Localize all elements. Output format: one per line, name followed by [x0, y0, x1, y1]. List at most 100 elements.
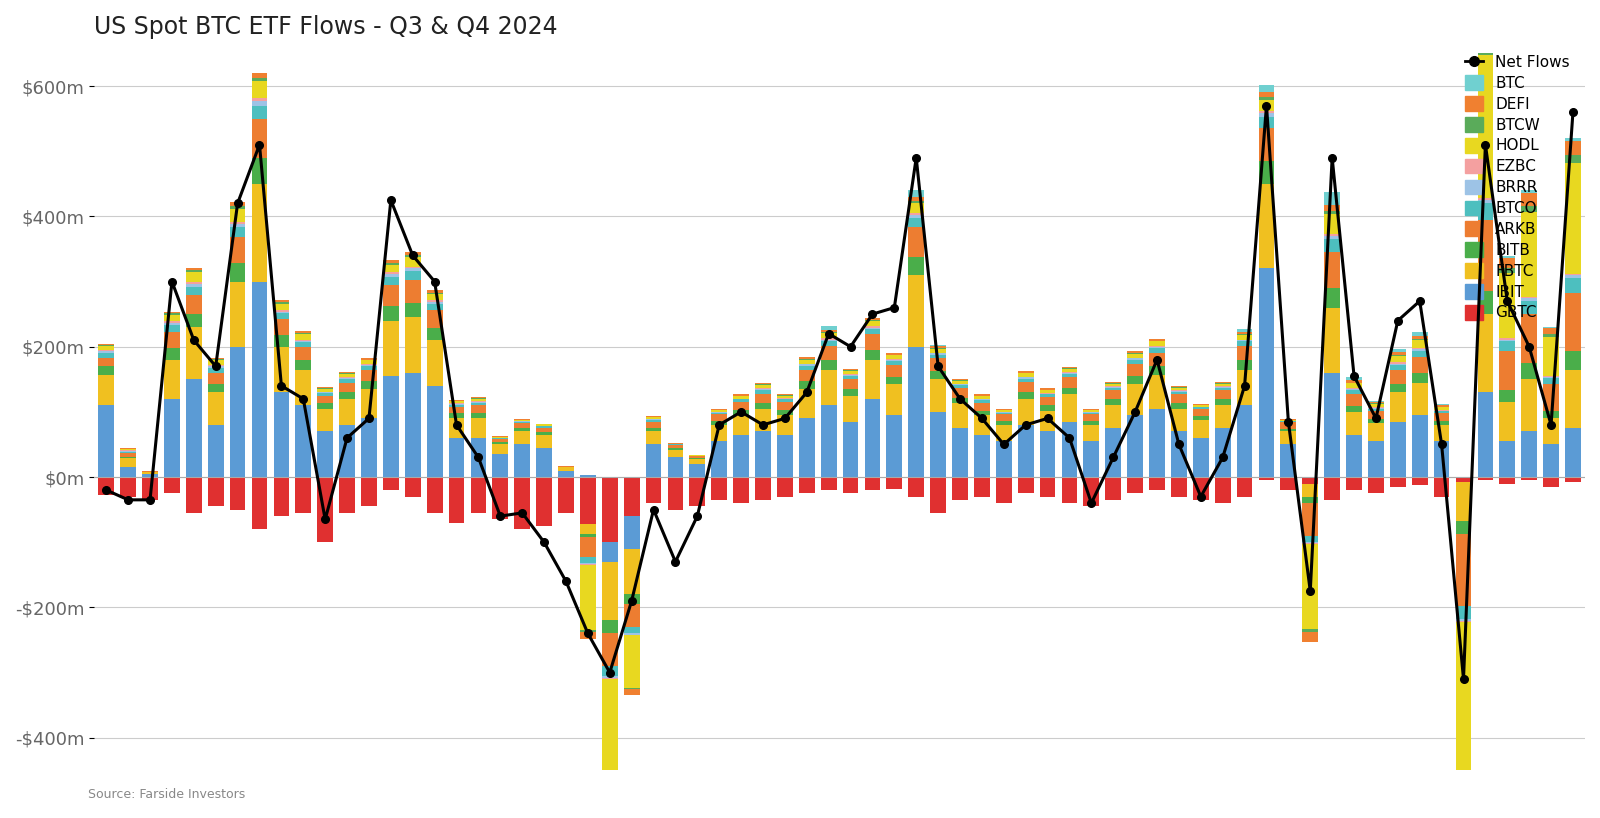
Bar: [1542, 384, 1558, 411]
Bar: [1565, 155, 1581, 163]
Bar: [909, 197, 925, 201]
Bar: [712, 421, 726, 425]
Bar: [186, 272, 202, 282]
Bar: [208, 360, 224, 365]
Bar: [755, 402, 771, 409]
Bar: [1083, 425, 1099, 441]
Bar: [1456, 622, 1472, 805]
Bar: [1499, 341, 1515, 351]
Bar: [536, 428, 552, 432]
Bar: [995, 441, 1011, 477]
Bar: [712, 415, 726, 421]
Bar: [1477, 55, 1493, 198]
Bar: [579, 556, 595, 563]
Bar: [1214, 477, 1230, 503]
Bar: [1040, 390, 1056, 393]
Bar: [1390, 477, 1406, 487]
Bar: [1018, 373, 1034, 376]
Bar: [558, 467, 574, 470]
Bar: [864, 329, 880, 335]
Bar: [98, 353, 114, 357]
Bar: [230, 202, 245, 206]
Bar: [514, 421, 530, 423]
Bar: [646, 477, 661, 503]
Bar: [843, 371, 859, 374]
Bar: [1061, 477, 1077, 503]
Bar: [536, 447, 552, 477]
Bar: [448, 477, 464, 523]
Bar: [995, 410, 1011, 411]
Bar: [514, 423, 530, 428]
Bar: [864, 328, 880, 329]
Bar: [755, 393, 771, 402]
Bar: [1018, 477, 1034, 493]
Bar: [909, 257, 925, 275]
Bar: [165, 321, 179, 323]
Bar: [208, 477, 224, 506]
Bar: [1083, 412, 1099, 415]
Bar: [1522, 213, 1538, 297]
Bar: [448, 405, 464, 407]
Bar: [864, 399, 880, 477]
Bar: [1390, 393, 1406, 421]
Bar: [755, 409, 771, 431]
Bar: [667, 450, 683, 457]
Bar: [952, 388, 968, 398]
Bar: [1040, 394, 1056, 397]
Bar: [909, 218, 925, 227]
Bar: [995, 415, 1011, 421]
Bar: [1522, 193, 1538, 206]
Bar: [624, 595, 640, 605]
Bar: [1565, 274, 1581, 275]
Bar: [208, 366, 224, 367]
Bar: [1346, 383, 1362, 389]
Bar: [208, 367, 224, 373]
Bar: [186, 327, 202, 380]
Bar: [339, 477, 355, 513]
Bar: [1411, 383, 1427, 415]
Bar: [274, 312, 290, 313]
Bar: [514, 420, 530, 421]
Bar: [952, 477, 968, 500]
Bar: [646, 444, 661, 477]
Bar: [712, 441, 726, 477]
Bar: [1434, 413, 1450, 421]
Bar: [909, 215, 925, 218]
Bar: [514, 444, 530, 477]
Bar: [646, 420, 661, 421]
Bar: [470, 406, 486, 413]
Bar: [1434, 406, 1450, 407]
Legend: Net Flows, BTC, DEFI, BTCW, HODL, EZBC, BRRR, BTCO, ARKB, BITB, FBTC, IBIT, GBTC: Net Flows, BTC, DEFI, BTCW, HODL, EZBC, …: [1458, 47, 1578, 328]
Bar: [1390, 364, 1406, 365]
Bar: [952, 380, 968, 384]
Bar: [798, 370, 814, 381]
Bar: [382, 277, 398, 285]
Bar: [470, 399, 486, 402]
Bar: [1456, 811, 1472, 818]
Bar: [1456, 805, 1472, 811]
Bar: [98, 405, 114, 477]
Bar: [930, 348, 946, 353]
Bar: [1302, 503, 1318, 536]
Bar: [733, 477, 749, 503]
Bar: [427, 310, 443, 329]
Bar: [1477, 200, 1493, 204]
Bar: [624, 549, 640, 595]
Bar: [821, 332, 837, 333]
Bar: [98, 344, 114, 345]
Bar: [1411, 415, 1427, 477]
Bar: [1171, 403, 1187, 409]
Bar: [1259, 268, 1274, 477]
Bar: [448, 418, 464, 438]
Bar: [1194, 420, 1208, 438]
Bar: [930, 346, 946, 348]
Bar: [251, 477, 267, 529]
Bar: [493, 443, 509, 444]
Bar: [624, 690, 640, 694]
Bar: [362, 477, 378, 506]
Bar: [1128, 354, 1142, 357]
Bar: [778, 410, 792, 415]
Bar: [317, 387, 333, 389]
Bar: [952, 379, 968, 380]
Bar: [339, 393, 355, 399]
